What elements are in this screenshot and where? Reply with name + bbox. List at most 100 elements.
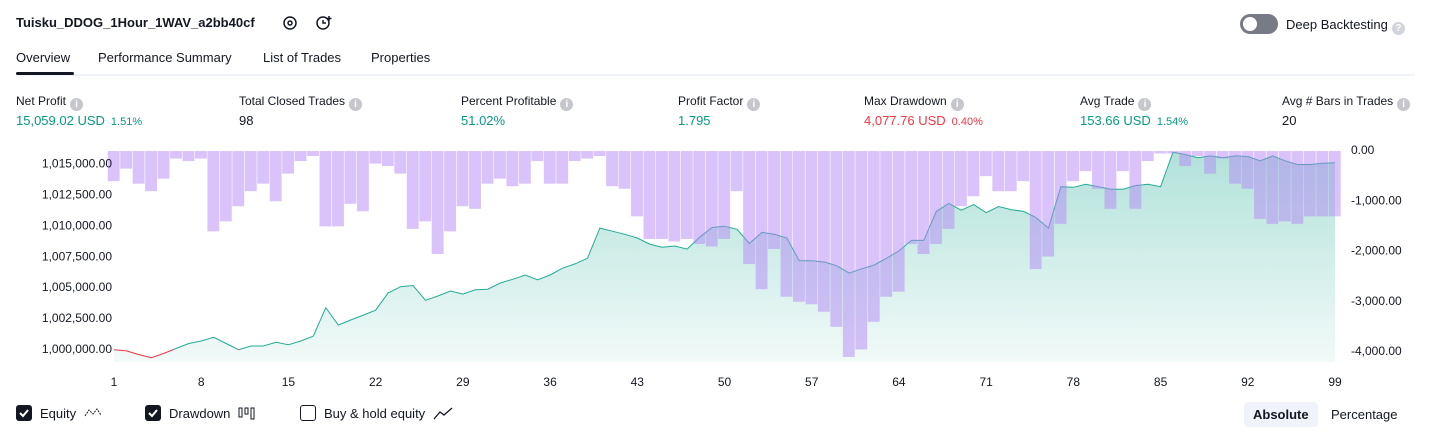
settings-icon[interactable] bbox=[281, 14, 299, 32]
checkbox[interactable] bbox=[16, 405, 32, 421]
drawdown-bar bbox=[1029, 151, 1042, 270]
drawdown-bar bbox=[1067, 151, 1079, 182]
x-tick-label: 57 bbox=[805, 375, 819, 389]
metric-value-text: 1.795 bbox=[678, 113, 711, 128]
metric-value-text: 153.66 USD bbox=[1080, 113, 1151, 128]
x-tick-label: 1 bbox=[111, 375, 118, 389]
metric-value-text: 4,077.76 USD bbox=[864, 113, 946, 128]
drawdown-bar bbox=[556, 151, 569, 184]
y-tick-label: 1,012,500.00 bbox=[42, 188, 112, 202]
scale-button[interactable]: Percentage bbox=[1331, 407, 1398, 422]
x-tick-label: 71 bbox=[979, 375, 993, 389]
info-icon: i bbox=[560, 98, 574, 111]
drawdown-bar bbox=[444, 151, 457, 232]
legend-icon bbox=[84, 406, 104, 423]
drawdown-bar bbox=[257, 151, 270, 184]
drawdown-bar bbox=[743, 151, 756, 265]
drawdown-bar bbox=[1129, 151, 1142, 209]
drawdown-bar bbox=[1079, 151, 1092, 172]
legend-item[interactable]: Buy & hold equity bbox=[300, 405, 453, 423]
legend-item[interactable]: Drawdown bbox=[145, 405, 258, 423]
checkbox[interactable] bbox=[145, 405, 161, 421]
scale-button[interactable]: Absolute bbox=[1244, 402, 1318, 427]
drawdown-bar bbox=[518, 151, 531, 184]
drawdown-bar bbox=[182, 151, 195, 162]
drawdown-bar bbox=[282, 151, 295, 174]
legend-item[interactable]: Equity bbox=[16, 405, 104, 423]
info-icon: i bbox=[1397, 98, 1411, 111]
x-tick-label: 85 bbox=[1154, 375, 1168, 389]
tab[interactable]: Performance Summary bbox=[98, 50, 232, 65]
drawdown-bar bbox=[1191, 151, 1204, 157]
drawdown-bar bbox=[1316, 151, 1329, 217]
active-tab-indicator bbox=[16, 72, 74, 75]
drawdown-bar bbox=[1204, 151, 1217, 174]
metric-percent: 0.40% bbox=[951, 116, 983, 128]
tab[interactable]: List of Trades bbox=[263, 50, 342, 65]
drawdown-bar bbox=[107, 151, 120, 182]
legend-label: Equity bbox=[40, 406, 77, 421]
drawdown-bar bbox=[207, 151, 220, 232]
x-tick-label: 29 bbox=[456, 375, 470, 389]
drawdown-bar bbox=[145, 151, 158, 192]
metric-label-text: Total Closed Trades bbox=[239, 94, 346, 108]
drawdown-bar bbox=[730, 151, 743, 192]
drawdown-bar bbox=[979, 151, 992, 177]
metric-value: 20 bbox=[1282, 113, 1296, 128]
drawdown-bar bbox=[157, 151, 170, 179]
metric-label-text: Percent Profitable bbox=[461, 94, 557, 108]
x-tick-label: 15 bbox=[282, 375, 296, 389]
metric-value: 4,077.76 USD 0.40% bbox=[864, 113, 983, 128]
drawdown-bar bbox=[780, 151, 793, 297]
metric-label: Percent Profitable i bbox=[461, 94, 574, 111]
drawdown-bar bbox=[543, 151, 556, 184]
drawdown-bar bbox=[1042, 151, 1055, 257]
metric-value: 153.66 USD 1.54% bbox=[1080, 113, 1188, 128]
drawdown-bar bbox=[793, 151, 805, 302]
info-icon: i bbox=[70, 98, 84, 111]
drawdown-bar bbox=[381, 151, 394, 167]
metric-value-text: 51.02% bbox=[461, 113, 506, 128]
metric-label: Max Drawdown i bbox=[864, 94, 964, 111]
drawdown-bar bbox=[805, 151, 818, 305]
metric-value-text: 98 bbox=[239, 113, 254, 128]
drawdown-bar bbox=[755, 151, 768, 290]
y-tick-label: 1,005,000.00 bbox=[42, 280, 112, 294]
checkbox[interactable] bbox=[300, 405, 316, 421]
x-tick-label: 50 bbox=[718, 375, 732, 389]
y-tick-label: 1,002,500.00 bbox=[42, 311, 112, 325]
legend-icon bbox=[433, 406, 453, 423]
metric-label-text: Net Profit bbox=[16, 94, 67, 108]
drawdown-bar bbox=[244, 151, 257, 192]
y2-tick-label: -4,000.00 bbox=[1351, 344, 1402, 358]
drawdown-bar bbox=[319, 151, 332, 227]
drawdown-bar bbox=[1328, 151, 1341, 217]
drawdown-bar bbox=[842, 151, 855, 357]
deep-backtesting-toggle[interactable] bbox=[1240, 14, 1278, 34]
drawdown-bar bbox=[1229, 151, 1241, 184]
x-tick-label: 22 bbox=[369, 375, 383, 389]
y-tick-label: 1,010,000.00 bbox=[42, 218, 112, 232]
drawdown-bar bbox=[1104, 151, 1117, 209]
drawdown-bar bbox=[892, 151, 905, 292]
tab[interactable]: Overview bbox=[16, 50, 71, 65]
drawdown-bar bbox=[917, 151, 930, 254]
x-tick-label: 8 bbox=[198, 375, 205, 389]
metric-value: 98 bbox=[239, 113, 253, 128]
source-icon[interactable] bbox=[314, 13, 334, 33]
equity-area bbox=[114, 152, 1335, 362]
tab-separator bbox=[16, 74, 1415, 76]
y2-tick-label: -3,000.00 bbox=[1351, 294, 1402, 308]
drawdown-bar bbox=[219, 151, 232, 222]
metric-label-text: Avg # Bars in Trades bbox=[1282, 94, 1394, 108]
drawdown-bar bbox=[456, 151, 469, 207]
info-icon: i bbox=[747, 98, 761, 111]
drawdown-bar bbox=[631, 151, 643, 217]
drawdown-bar bbox=[170, 151, 182, 159]
drawdown-bar bbox=[344, 151, 357, 204]
drawdown-bar bbox=[954, 151, 967, 207]
tab[interactable]: Properties bbox=[371, 50, 431, 65]
metric-percent: 1.51% bbox=[110, 116, 143, 128]
deep-backtesting-text: Deep Backtesting bbox=[1286, 17, 1388, 32]
